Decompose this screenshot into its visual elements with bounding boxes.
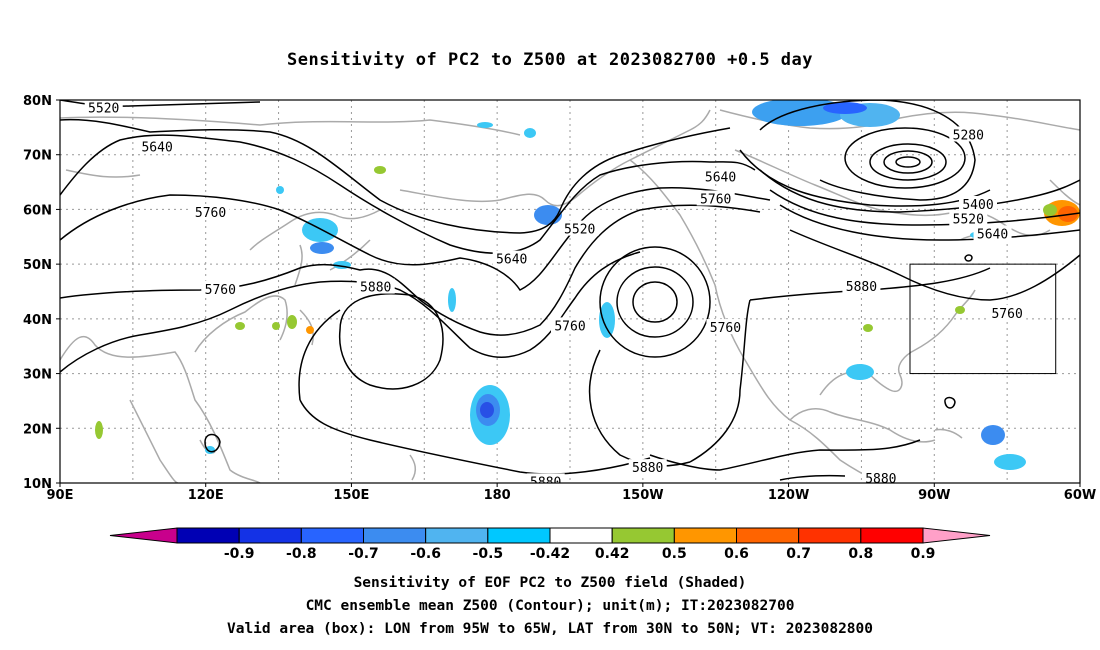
colorbar-label: -0.42: [530, 546, 570, 562]
colorbar-box: [673, 527, 737, 544]
colorbar: -0.9 -0.8 -0.7 -0.6 -0.5 -0.42 0.42 0.5 0.6 0.7 0.…: [109, 527, 991, 562]
colorbar-label: -0.8: [286, 546, 317, 562]
contour-label: 5760: [700, 192, 731, 207]
contour-label-bg: [356, 278, 395, 294]
contour-label: 5760: [205, 283, 236, 298]
lon-tick-label: 180: [484, 488, 511, 503]
lon-tick-label: 150E: [333, 488, 369, 503]
colorbar-box: [300, 527, 365, 544]
contour-label: 5640: [977, 228, 1008, 243]
contour-label-bg: [492, 250, 531, 266]
contour-label: 5760: [554, 319, 585, 334]
colorbar-label: 0.8: [848, 546, 873, 562]
lat-tick-label: 60N: [23, 203, 52, 218]
contour-label: 5520: [564, 223, 595, 238]
lat-tick-label: 10N: [23, 477, 52, 492]
contour-label: 5880: [865, 472, 896, 487]
contour-label-bg: [138, 138, 177, 154]
lat-tick-label: 20N: [23, 422, 52, 437]
contour-label: 5280: [953, 128, 984, 143]
contour-label-bg: [949, 210, 988, 226]
colorbar-box: [549, 527, 613, 544]
contour-label: 5640: [141, 141, 172, 156]
caption-line-3: Valid area (box): LON from 95W to 65W, L…: [226, 621, 873, 637]
contour-label-bg: [706, 319, 745, 335]
colorbar-label: -0.6: [410, 546, 441, 562]
lon-tick-label: 60W: [1064, 488, 1096, 503]
lat-tick-labels: 10N 20N 30N 40N 50N 60N 70N 80N: [23, 94, 60, 492]
contour-label-bg: [526, 473, 565, 483]
contour-label: 5520: [88, 102, 119, 117]
contour-label-bg: [842, 278, 881, 294]
contour-label-bg: [696, 190, 735, 206]
contour-label: 5760: [710, 321, 741, 336]
contour-label-bg: [861, 470, 900, 483]
lat-tick-label: 50N: [23, 258, 52, 273]
contour-label-bg: [701, 168, 740, 184]
contour-label: 5760: [991, 307, 1022, 322]
contour-label: 5880: [632, 461, 663, 476]
contour-label-bg: [84, 100, 123, 115]
caption-line-2: CMC ensemble mean Z500 (Contour); unit(m…: [305, 598, 795, 614]
map-title: Sensitivity of PC2 to Z500 at 2023082700…: [286, 50, 813, 70]
contour-label-bg: [949, 126, 988, 142]
colorbar-box: [860, 527, 924, 544]
contour-label: 5880: [846, 280, 877, 295]
lon-tick-label: 90E: [47, 488, 74, 503]
contour-label-bg: [551, 317, 589, 333]
contour-label: 5760: [195, 206, 226, 221]
contour-label-bg: [959, 195, 997, 211]
colorbar-label: 0.42: [595, 546, 630, 562]
contour-label: 5520: [953, 213, 984, 228]
lon-tick-labels: 90E 120E 150E 180 150W 120W 90W 60W: [47, 483, 1096, 503]
plot-frame: [59, 99, 1081, 484]
lon-tick-label: 150W: [622, 488, 663, 503]
contour-label-bg: [560, 220, 599, 236]
colorbar-box: [238, 527, 302, 544]
colorbar-box: [736, 527, 800, 544]
lat-tick-label: 80N: [23, 94, 52, 109]
colorbar-box: [611, 527, 675, 544]
colorbar-high-triangle: [922, 527, 991, 544]
lat-tick-label: 70N: [23, 149, 52, 164]
caption-line-1: Sensitivity of EOF PC2 to Z500 field (Sh…: [353, 575, 747, 591]
colorbar-label: -0.9: [224, 546, 255, 562]
colorbar-box: [798, 527, 862, 544]
contour-label: 5400: [962, 198, 993, 213]
z500-contours: [60, 100, 1080, 481]
lat-tick-label: 30N: [23, 368, 52, 383]
lon-tick-label: 90W: [918, 488, 950, 503]
contour-label-bg: [628, 459, 667, 475]
contour-label-bg: [191, 204, 230, 220]
valid-area-box: [909, 263, 1057, 375]
colorbar-box: [487, 527, 551, 544]
contour-label-bg: [201, 280, 240, 296]
colorbar-label: 0.5: [662, 546, 687, 562]
colorbar-label: -0.7: [348, 546, 379, 562]
lat-tick-label: 40N: [23, 313, 52, 328]
contour-label: 5880: [530, 475, 561, 490]
lon-tick-label: 120E: [188, 488, 224, 503]
colorbar-label: 0.9: [911, 546, 936, 562]
lon-tick-label: 120W: [768, 488, 809, 503]
contour-label-bg: [988, 304, 1027, 320]
colorbar-label: 0.6: [724, 546, 749, 562]
contour-label-bg: [973, 225, 1012, 241]
colorbar-box: [363, 527, 427, 544]
colorbar-box: [176, 527, 240, 544]
colorbar-label: 0.7: [786, 546, 811, 562]
colorbar-label: -0.5: [473, 546, 504, 562]
contour-label: 5640: [496, 253, 527, 268]
contour-label: 5640: [705, 171, 736, 186]
contour-label: 5880: [360, 281, 391, 296]
colorbar-low-triangle: [109, 527, 178, 544]
colorbar-box: [425, 527, 489, 544]
